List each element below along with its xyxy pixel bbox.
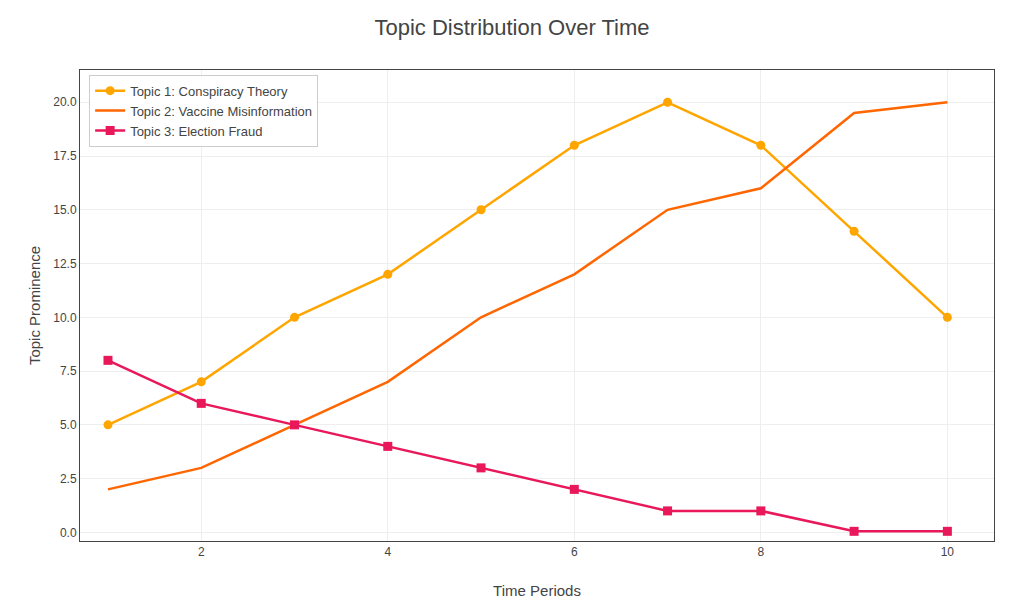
svg-text:Topic 2: Vaccine Misinformatio: Topic 2: Vaccine Misinformation: [130, 104, 312, 119]
svg-text:Topic 1: Conspiracy Theory: Topic 1: Conspiracy Theory: [130, 84, 288, 99]
svg-text:10.0: 10.0: [53, 311, 77, 325]
svg-text:20.0: 20.0: [53, 95, 77, 109]
svg-text:12.5: 12.5: [53, 257, 77, 271]
svg-text:Time Periods: Time Periods: [493, 582, 581, 599]
svg-text:2.5: 2.5: [60, 472, 77, 486]
svg-text:5.0: 5.0: [60, 418, 77, 432]
svg-text:4: 4: [384, 545, 391, 559]
svg-text:Topic 3: Election Fraud: Topic 3: Election Fraud: [130, 124, 262, 139]
svg-text:7.5: 7.5: [60, 364, 77, 378]
svg-text:6: 6: [571, 545, 578, 559]
svg-text:10: 10: [941, 545, 955, 559]
svg-text:0.0: 0.0: [60, 526, 77, 540]
svg-text:2: 2: [198, 545, 205, 559]
svg-text:Topic Prominence: Topic Prominence: [26, 246, 43, 365]
svg-text:Topic Distribution Over Time: Topic Distribution Over Time: [374, 15, 649, 40]
svg-text:17.5: 17.5: [53, 149, 77, 163]
svg-text:15.0: 15.0: [53, 203, 77, 217]
svg-text:8: 8: [757, 545, 764, 559]
